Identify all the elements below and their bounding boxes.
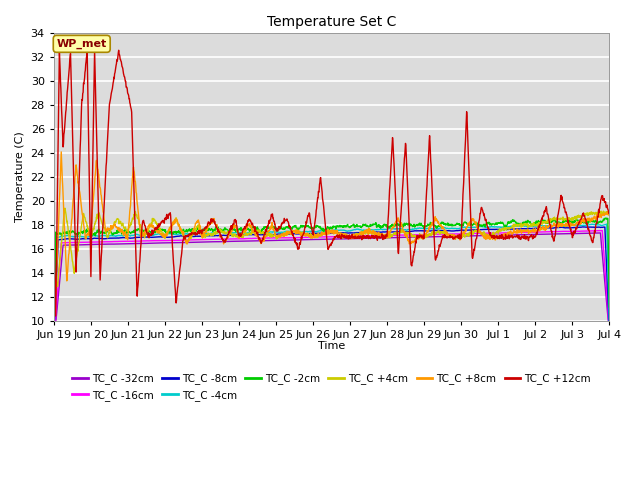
TC_C -8cm [285,231,293,237]
TC_C +12cm [93,170,101,176]
Line: TC_C -4cm: TC_C -4cm [54,224,609,321]
TC_C +4cm [367,229,374,235]
TC_C -4cm [285,228,293,234]
TC_C -32cm [307,237,315,242]
TC_C +4cm [93,214,101,219]
Text: WP_met: WP_met [56,39,107,49]
X-axis label: Time: Time [318,341,345,351]
TC_C -8cm [93,235,100,241]
TC_C +8cm [58,149,65,155]
TC_C -32cm [285,237,293,243]
TC_C -16cm [297,235,305,240]
TC_C -32cm [93,241,100,247]
Legend: TC_C -32cm, TC_C -16cm, TC_C -8cm, TC_C -4cm, TC_C -2cm, TC_C +4cm, TC_C +8cm, T: TC_C -32cm, TC_C -16cm, TC_C -8cm, TC_C … [68,370,595,405]
TC_C -8cm [50,318,58,324]
TC_C +4cm [54,284,61,289]
TC_C +4cm [50,269,58,275]
TC_C +12cm [308,226,316,231]
TC_C -16cm [366,233,374,239]
TC_C +12cm [116,57,124,62]
TC_C +12cm [52,313,60,319]
TC_C +12cm [298,236,305,241]
TC_C -16cm [597,228,605,233]
TC_C -8cm [579,224,587,230]
TC_C +8cm [116,226,124,232]
Line: TC_C +4cm: TC_C +4cm [54,208,609,287]
TC_C +8cm [308,234,316,240]
TC_C -2cm [297,222,305,228]
TC_C +8cm [367,229,374,235]
TC_C +4cm [308,234,316,240]
TC_C +12cm [605,209,613,215]
TC_C -8cm [307,230,315,236]
TC_C -32cm [605,318,613,324]
TC_C -8cm [116,235,124,241]
TC_C -16cm [285,235,293,240]
TC_C -4cm [366,227,374,233]
TC_C -2cm [366,223,374,229]
TC_C +4cm [287,229,294,235]
TC_C -4cm [307,228,315,234]
TC_C -2cm [602,216,609,221]
TC_C +8cm [50,280,58,286]
TC_C +8cm [51,292,59,298]
TC_C +12cm [91,47,99,53]
TC_C -32cm [366,235,374,241]
TC_C -4cm [603,221,611,227]
TC_C +4cm [605,210,613,216]
Line: TC_C -2cm: TC_C -2cm [54,218,609,321]
TC_C +4cm [61,205,68,211]
Line: TC_C +12cm: TC_C +12cm [54,50,609,316]
TC_C -16cm [605,318,613,324]
TC_C -4cm [605,318,613,324]
TC_C +12cm [287,224,294,230]
Y-axis label: Temperature (C): Temperature (C) [15,132,25,222]
TC_C -2cm [116,228,124,234]
TC_C +8cm [605,209,613,215]
TC_C -32cm [596,230,604,236]
TC_C -16cm [50,318,58,324]
Line: TC_C -32cm: TC_C -32cm [54,233,609,321]
TC_C +4cm [116,220,124,226]
TC_C +8cm [93,167,101,172]
TC_C -2cm [605,304,613,310]
TC_C -4cm [93,233,100,239]
TC_C -2cm [285,225,293,230]
TC_C -2cm [50,318,58,324]
Title: Temperature Set C: Temperature Set C [267,15,396,29]
TC_C -4cm [116,233,124,239]
TC_C +8cm [287,230,294,236]
TC_C -2cm [93,229,100,235]
TC_C -8cm [297,231,305,237]
TC_C -16cm [93,239,100,245]
TC_C +8cm [298,233,305,239]
Line: TC_C -8cm: TC_C -8cm [54,227,609,321]
TC_C -2cm [307,224,315,230]
Line: TC_C +8cm: TC_C +8cm [54,152,609,295]
TC_C -8cm [366,229,374,235]
TC_C -32cm [116,241,124,247]
Line: TC_C -16cm: TC_C -16cm [54,230,609,321]
TC_C -4cm [297,229,305,235]
TC_C -32cm [50,318,58,324]
TC_C +12cm [50,234,58,240]
TC_C -16cm [307,234,315,240]
TC_C +4cm [298,230,305,236]
TC_C -4cm [50,318,58,324]
TC_C -8cm [605,318,613,324]
TC_C -32cm [297,237,305,243]
TC_C -16cm [116,239,124,244]
TC_C +12cm [367,235,374,241]
